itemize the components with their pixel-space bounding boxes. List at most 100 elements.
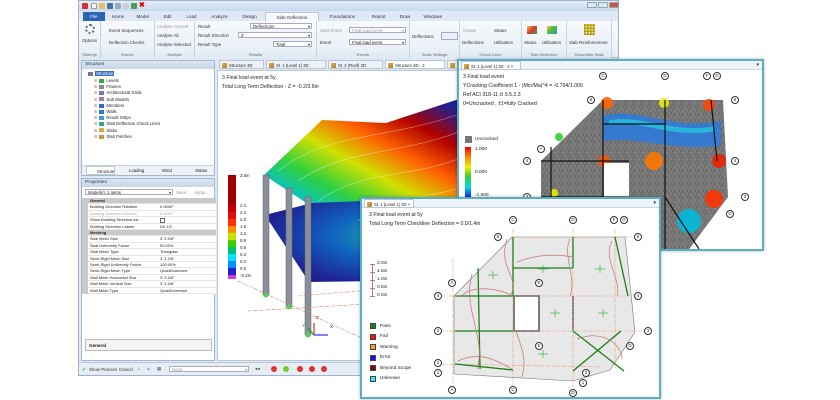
view-tab[interactable]: St. 2 (Roof) 2D (328, 60, 383, 69)
checkline-status-button[interactable]: Status (494, 28, 507, 33)
tree-item[interactable]: ⊞ Slabs (94, 128, 117, 133)
property-row[interactable]: Slab Uniformity Factor 50.00% (88, 242, 216, 250)
stop-icon[interactable] (309, 366, 315, 372)
property-value[interactable]: 3' 3 3/8" (160, 255, 175, 261)
minimize-button[interactable] (587, 2, 597, 8)
tree-item[interactable]: ⊞ Levels (94, 78, 119, 83)
checkline-window[interactable]: St. 1 (Level 1) 2D × ▾ 3 Final load even… (360, 197, 661, 399)
expand-icon[interactable]: ⊞ (94, 133, 98, 139)
slab-utilisation-button[interactable]: Utilisation (542, 40, 562, 45)
new-icon[interactable] (91, 3, 97, 9)
checkline-deflections-button[interactable]: Deflections (462, 40, 484, 45)
expand-icon[interactable]: ⊞ (94, 127, 98, 133)
go-icon[interactable] (283, 366, 289, 372)
property-row[interactable]: Show Building Direction Arr... (88, 217, 216, 224)
property-row[interactable]: Wall Mesh Horizontal Size 3' 3 3/8" (88, 274, 216, 282)
deflection-checks-button[interactable]: Deflection Checks (109, 40, 145, 45)
tab-dropdown-icon[interactable]: ▾ (756, 62, 759, 68)
property-row[interactable]: Slab Mesh Size 3' 3 3/8" (88, 236, 216, 243)
property-value[interactable]: QuadDominant (160, 287, 187, 293)
property-value[interactable]: 0.0000° (160, 204, 174, 210)
result-select[interactable]: Deflections (250, 23, 312, 29)
ribbon-tab-home[interactable]: Home (111, 14, 125, 19)
property-value[interactable]: 3' 3 3/8" (160, 274, 175, 280)
ribbon-tab-analyze[interactable]: Analyze (211, 14, 228, 19)
tree-item[interactable]: ⊞ Members (94, 103, 124, 108)
expand-icon[interactable]: ⊞ (94, 90, 98, 96)
property-section[interactable]: General (88, 198, 216, 205)
redo-icon[interactable] (123, 3, 129, 9)
ribbon-tab-slab-deflection[interactable]: Slab Deflection (264, 12, 320, 21)
stop-icon[interactable] (321, 366, 327, 372)
deflection-scale-slider[interactable] (441, 32, 458, 40)
tab-st1-level1-2d[interactable]: St. 1 (Level 1) 2D × (364, 199, 414, 208)
result-type-select[interactable]: Total (273, 41, 312, 47)
expand-icon[interactable]: ⊞ (94, 102, 98, 108)
save-icon[interactable] (107, 3, 113, 9)
expand-icon[interactable]: ⊞ (94, 84, 98, 90)
tab-dropdown-icon[interactable]: ▾ (653, 200, 656, 206)
tree-item[interactable]: ⊞ Frames (94, 84, 121, 89)
panel-tab-wind[interactable]: Wind (162, 168, 172, 173)
tree-item[interactable]: ⊞ Walls (94, 109, 117, 114)
create-checkline-button[interactable]: Create (463, 28, 477, 33)
ribbon-tab-design[interactable]: Design (242, 14, 257, 19)
tree-item[interactable]: ⊞ Slab Deflection Check Lines (94, 121, 160, 126)
panel-tab-status[interactable]: Status (195, 168, 208, 173)
view-tab[interactable]: Structure 3D - 2 (385, 60, 445, 69)
ribbon-tab-draw[interactable]: Draw (399, 14, 411, 19)
property-value[interactable]: Dir 1/2 (160, 223, 172, 229)
close-window-button[interactable] (609, 2, 619, 8)
measure-tool-icon[interactable]: ⊾ (147, 366, 151, 371)
expand-icon[interactable]: ⊞ (94, 96, 98, 102)
ribbon-tab-foundations[interactable]: Foundations (329, 14, 355, 19)
property-row[interactable]: Wall Mesh Vertical Size 3' 3 3/8" (88, 281, 216, 288)
property-value[interactable]: 100.00% (160, 262, 176, 267)
analyse-all-button[interactable]: Analyse All (157, 33, 179, 38)
undo-icon[interactable] (115, 3, 121, 9)
apply-button[interactable]: Apply... (194, 190, 209, 195)
property-value[interactable]: 3' 3 3/8" (160, 281, 175, 287)
property-value[interactable]: QuadDominant (160, 268, 187, 274)
show-process-toggle[interactable]: Show Process (89, 367, 118, 372)
ribbon-tab-edit[interactable]: Edit (163, 14, 172, 19)
expand-icon[interactable]: ⊞ (94, 109, 98, 114)
tree-root-structure[interactable]: Structure (88, 71, 115, 76)
view-tab[interactable]: St. 1 (Level 1) 2D (266, 60, 326, 69)
ribbon-tab-file[interactable]: File (83, 12, 105, 21)
expand-icon[interactable]: ⊞ (94, 78, 98, 83)
ribbon-tab-load[interactable]: Load (186, 14, 197, 19)
close-file-icon[interactable]: ✖ (139, 2, 145, 9)
tab-st1-level1-2d-2[interactable]: St. 1 (Level 1) 2D - 2 × (461, 61, 521, 70)
open-icon[interactable] (99, 3, 105, 9)
checkline-utilisation-button[interactable]: Utilisation (494, 40, 514, 45)
property-row[interactable]: Building Direction Labels Dir 1/2 (88, 223, 216, 230)
slab-reinforcement-button[interactable]: Slab Reinforcement (569, 40, 608, 45)
tree-item[interactable]: ⊞ Architectural Grids (94, 90, 142, 95)
analyse-selected-button[interactable]: Analyse Selected (157, 42, 191, 47)
save-button[interactable]: Save... (176, 190, 190, 195)
page-nav-icon[interactable]: ◂ ▸ (255, 366, 261, 371)
property-row[interactable]: Semi-Rigid Mesh Size 3' 3 3/8" (88, 255, 216, 262)
options-button[interactable]: Options (82, 38, 98, 43)
property-row[interactable]: Slab Mesh Type Triangular (88, 249, 216, 256)
event-sequences-button[interactable]: Event Sequences (109, 28, 144, 33)
tree-item[interactable]: ⊞ Slab Patches (94, 134, 132, 139)
tree-item[interactable]: ⊞ Result Strips (94, 115, 131, 120)
property-value[interactable]: Triangular (160, 249, 178, 255)
analyse-current-button[interactable]: Analyse Current (157, 24, 189, 29)
property-value[interactable]: 3' 3 3/8" (160, 236, 175, 242)
cancel-button[interactable]: Cancel (119, 367, 133, 372)
stop-icon[interactable] (297, 366, 303, 372)
ribbon-tab-model[interactable]: Model (136, 14, 149, 19)
start-event-select[interactable]: Final load event (349, 27, 406, 33)
property-row[interactable]: Building Direction Rotation 0.0000° (88, 204, 216, 211)
grid-tool-icon[interactable]: ▦ (157, 366, 162, 371)
result-direction-select[interactable]: Z (238, 32, 312, 38)
event-select[interactable]: Final load event (349, 39, 406, 45)
expand-icon[interactable]: ⊞ (94, 121, 98, 127)
filter-field[interactable]: None (169, 366, 249, 372)
expand-icon[interactable]: ⊞ (94, 115, 98, 121)
export-icon[interactable] (131, 3, 137, 9)
property-row[interactable]: Building Direction Rotation 0.0000° (88, 210, 216, 218)
